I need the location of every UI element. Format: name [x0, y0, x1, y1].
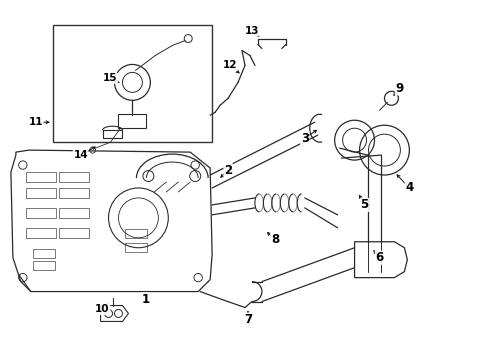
Bar [26, 208, 56, 218]
Bar [125, 229, 147, 238]
Bar [125, 243, 147, 252]
Text: 2: 2 [224, 163, 232, 176]
Text: 13: 13 [245, 26, 259, 36]
Bar [59, 188, 89, 198]
Text: 15: 15 [103, 73, 118, 84]
Text: 14: 14 [74, 150, 88, 160]
Text: 1: 1 [141, 293, 149, 306]
Bar [119, 114, 147, 128]
Bar [26, 172, 56, 182]
Bar [59, 172, 89, 182]
Bar [59, 228, 89, 238]
Text: 7: 7 [244, 313, 252, 326]
Text: 3: 3 [301, 132, 309, 145]
Bar [53, 24, 212, 142]
Text: 11: 11 [28, 117, 43, 127]
Bar [33, 249, 55, 258]
Text: 10: 10 [95, 305, 110, 315]
Text: 8: 8 [271, 233, 279, 246]
Text: 12: 12 [223, 60, 237, 71]
Bar [26, 228, 56, 238]
Bar [33, 261, 55, 270]
Text: 6: 6 [375, 251, 384, 264]
Text: 9: 9 [395, 82, 404, 95]
Text: 5: 5 [361, 198, 368, 211]
Text: 4: 4 [405, 181, 414, 194]
Bar [26, 188, 56, 198]
Bar [59, 208, 89, 218]
